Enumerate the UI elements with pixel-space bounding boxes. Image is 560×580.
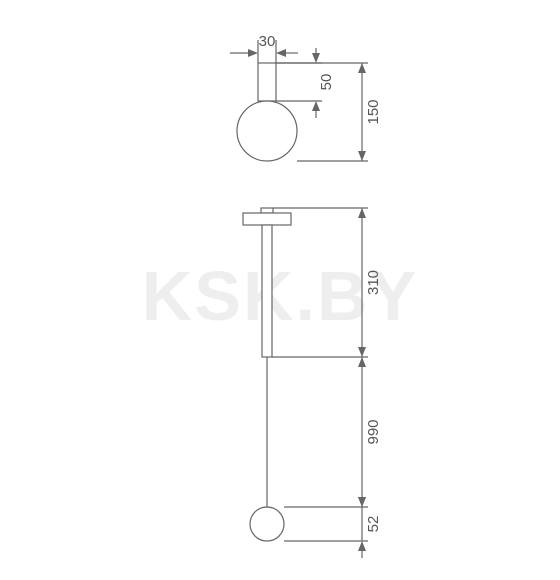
top-sphere bbox=[237, 101, 297, 161]
dimension-label: 150 bbox=[365, 99, 382, 124]
dimension-label: 990 bbox=[365, 419, 382, 444]
dimension-label: 30 bbox=[259, 33, 276, 50]
front-cap bbox=[243, 213, 291, 225]
technical-drawing: KSK.BY 305015031099052 bbox=[0, 0, 560, 580]
dimension-label: 52 bbox=[365, 516, 382, 533]
front-stem bbox=[261, 208, 273, 213]
dimension-label: 310 bbox=[365, 270, 382, 295]
top-mount bbox=[258, 63, 276, 101]
dimension-label: 50 bbox=[318, 74, 335, 91]
front-sphere bbox=[250, 507, 284, 541]
front-tube bbox=[262, 225, 272, 357]
